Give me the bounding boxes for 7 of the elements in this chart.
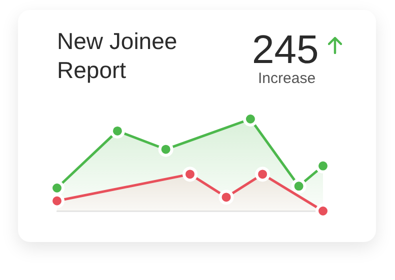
point: [291, 178, 306, 194]
point: [218, 190, 234, 205]
point: [182, 166, 198, 182]
text: Increase: [258, 70, 316, 87]
point: [255, 166, 270, 182]
chart-title: New Joinee Report: [57, 27, 178, 85]
text: 245: [252, 28, 319, 72]
